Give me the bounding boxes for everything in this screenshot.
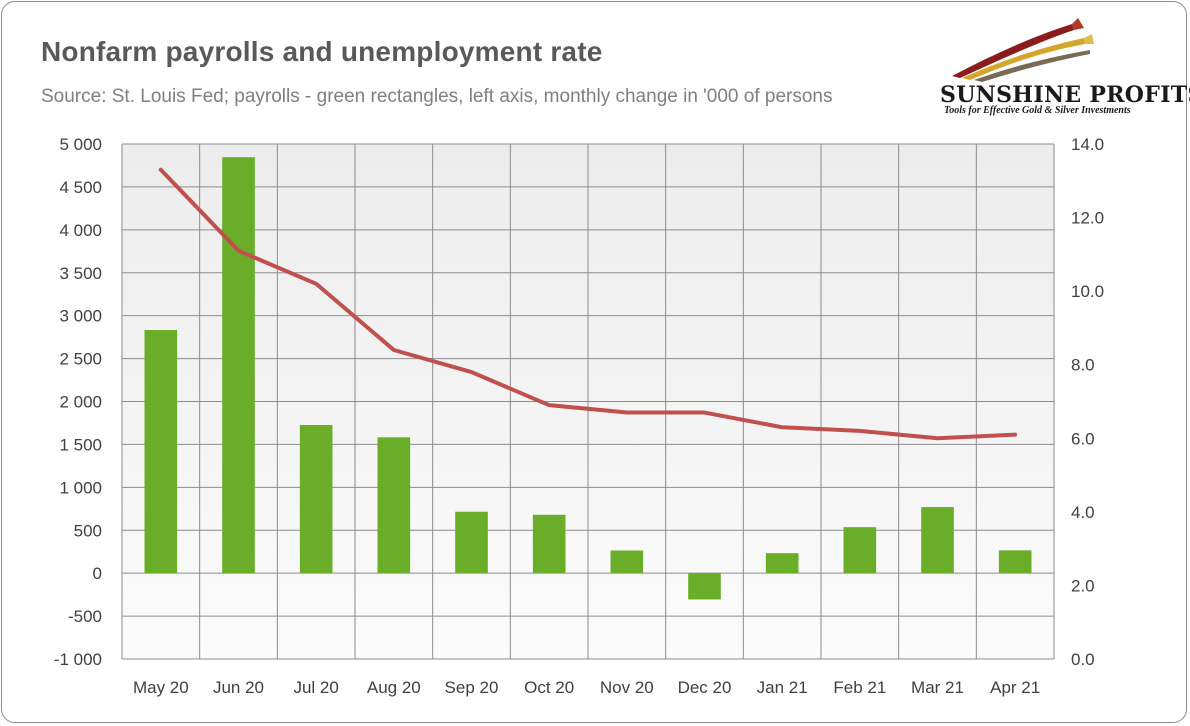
left-axis-tick-label: 5 000 [59,135,102,154]
x-axis-tick-label: May 20 [133,678,189,697]
left-axis-tick-label: 0 [93,564,102,583]
right-axis-tick-label: 6.0 [1071,429,1095,448]
x-axis-tick-label: Jun 20 [213,678,264,697]
left-axis-tick-label: 1 000 [59,478,102,497]
payroll-bar [998,550,1032,574]
x-axis-tick-label: Jul 20 [293,678,338,697]
payroll-bar [144,330,178,574]
logo-name: SUNSHINE PROFITS [940,82,1190,108]
x-axis-tick-label: Oct 20 [524,678,574,697]
left-axis-tick-label: 500 [74,521,102,540]
x-axis-tick-label: Dec 20 [678,678,732,697]
x-axis-tick-label: Apr 21 [990,678,1040,697]
right-axis-tick-label: 4.0 [1071,503,1095,522]
right-axis-tick-label: 14.0 [1071,135,1104,154]
sunshine-profits-logo: SUNSHINE PROFITS Tools for Effective Gol… [934,14,1190,122]
x-axis-tick-label: Mar 21 [911,678,964,697]
left-axis-tick-label: 2 500 [59,350,102,369]
x-axis-tick-label: Nov 20 [600,678,654,697]
left-axis-tick-label: 4 500 [59,178,102,197]
x-axis-tick-label: Feb 21 [833,678,886,697]
left-axis-tick-label: 3 500 [59,264,102,283]
right-axis-tick-label: 2.0 [1071,576,1095,595]
logo-swoosh-icon [952,18,1094,82]
right-axis-tick-label: 8.0 [1071,356,1095,375]
left-axis-tick-label: 4 000 [59,221,102,240]
x-axis-tick-label: Sep 20 [445,678,499,697]
payroll-bar [455,511,488,574]
right-axis-tick-label: 10.0 [1071,282,1104,301]
left-axis-tick-label: 2 000 [59,393,102,412]
left-axis-tick-label: 1 500 [59,435,102,454]
left-axis-tick-label: 3 000 [59,307,102,326]
payroll-bar [765,553,799,574]
payroll-bar [688,573,721,600]
chart-title: Nonfarm payrolls and unemployment rate [41,36,603,67]
payroll-bar [377,437,411,574]
left-axis-tick-label: -1 000 [54,650,102,669]
payroll-bar [222,157,255,574]
right-axis-tick-label: 0.0 [1071,650,1095,669]
payroll-bar [299,425,333,574]
left-axis-tick-label: -500 [68,607,102,626]
payroll-bar [610,550,644,574]
chart-subtitle: Source: St. Louis Fed; payrolls - green … [41,86,833,107]
unemployment-rate-line [158,167,1018,441]
payroll-bar [532,514,566,574]
x-axis-tick-label: Jan 21 [757,678,808,697]
x-axis-tick-label: Aug 20 [367,678,421,697]
logo-tagline: Tools for Effective Gold & Silver Invest… [944,105,1131,116]
right-axis-tick-label: 12.0 [1071,209,1104,228]
payroll-bar [843,527,877,574]
payroll-bar [921,507,954,574]
